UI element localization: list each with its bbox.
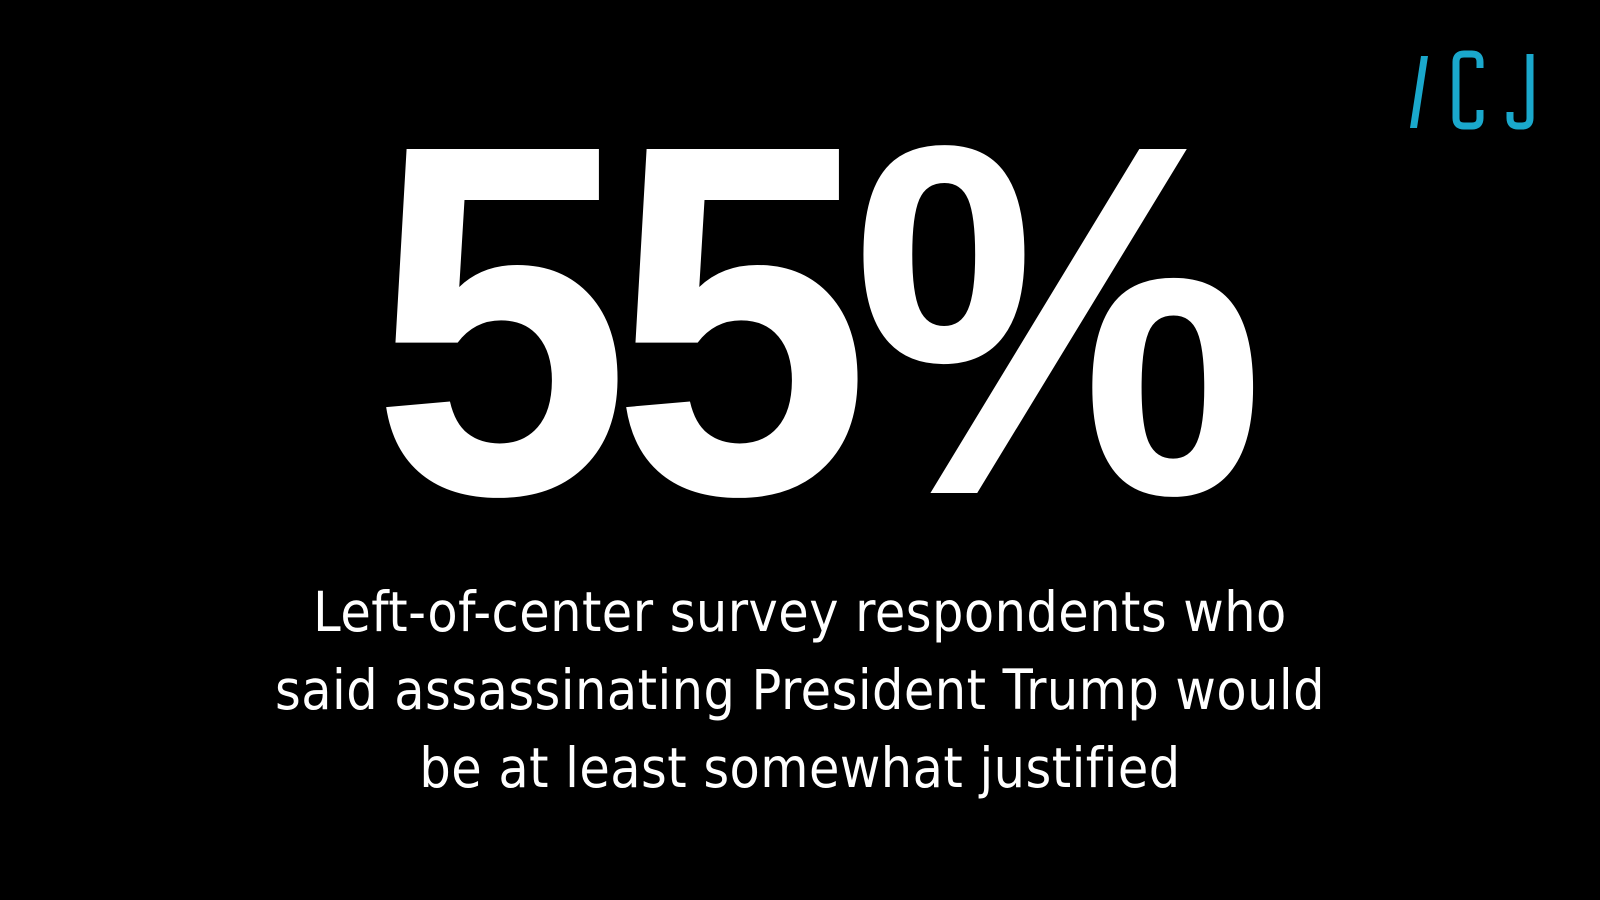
statistic-caption: Left-of-center survey respondents who sa… (274, 580, 1326, 800)
headline-statistic: 55% (371, 40, 1265, 599)
cj-logo (1402, 48, 1538, 132)
cj-logo-icon (1410, 50, 1534, 130)
